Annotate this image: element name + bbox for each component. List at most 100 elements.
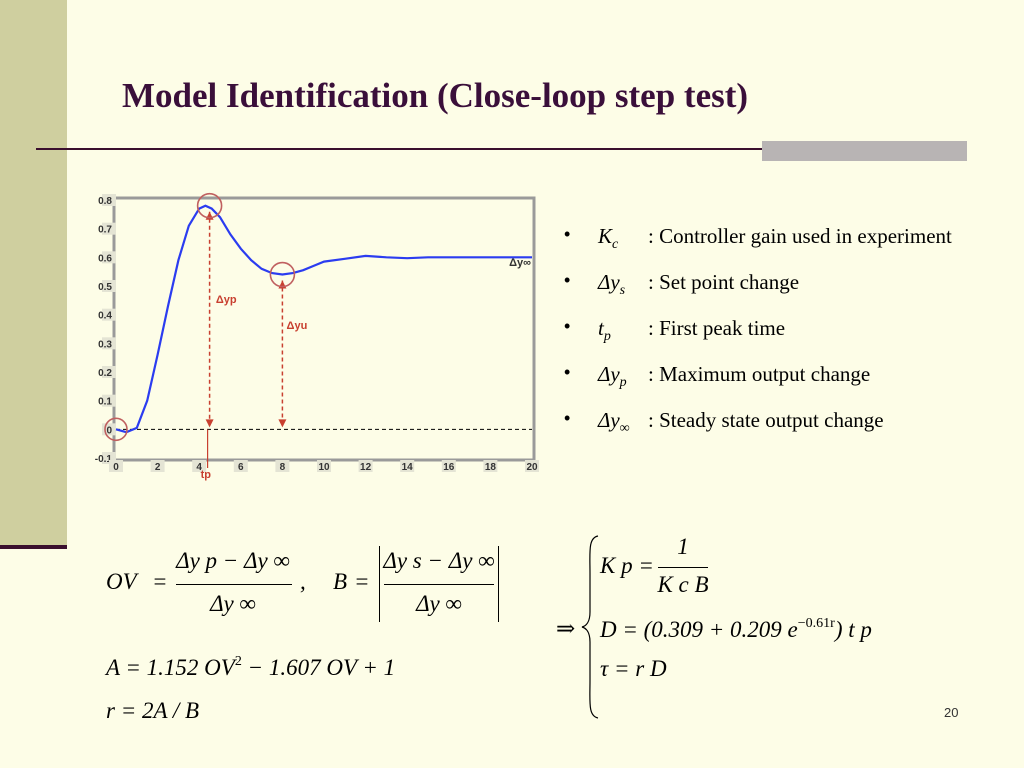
x-tick-box bbox=[233, 460, 248, 472]
x-tick-label: 4 bbox=[196, 462, 202, 473]
y-tick: 0.5 bbox=[98, 280, 116, 293]
comma: , bbox=[300, 569, 306, 594]
symbol: Δy bbox=[598, 270, 620, 294]
x-tick-label: 12 bbox=[360, 462, 372, 473]
x-tick-box bbox=[400, 460, 415, 472]
left-brace bbox=[581, 535, 599, 719]
subscript: p bbox=[619, 375, 627, 390]
x-tick: 2 bbox=[150, 460, 165, 473]
b-lhs: B bbox=[333, 569, 348, 594]
y-tick-label: 0.5 bbox=[98, 282, 112, 293]
b-equals: = bbox=[354, 569, 370, 594]
x-tick: 4 bbox=[192, 460, 207, 473]
x-tick-box bbox=[275, 460, 290, 472]
x-tick-box bbox=[525, 460, 539, 472]
symbol: Δy bbox=[598, 408, 620, 432]
tp-label: tp bbox=[201, 469, 212, 481]
kp-fraction-line bbox=[658, 567, 708, 568]
ov-lhs: OV bbox=[106, 569, 137, 594]
y-tick-label: 0.7 bbox=[98, 225, 112, 236]
x-tick-label: 14 bbox=[402, 462, 414, 473]
x-tick: 12 bbox=[358, 460, 373, 473]
side-band-underline bbox=[0, 545, 67, 549]
start-circle bbox=[104, 417, 128, 442]
definition-dys: Δys : Set point change bbox=[562, 270, 1022, 316]
a-equation-right: − 1.607 OV + 1 bbox=[241, 655, 396, 680]
subscript: c bbox=[612, 237, 619, 252]
y-tick-label: 0.3 bbox=[98, 339, 112, 350]
plot-frame bbox=[112, 196, 536, 462]
x-tick-box bbox=[317, 460, 331, 472]
x-tick: 10 bbox=[317, 460, 331, 473]
abs-bar-right bbox=[498, 546, 499, 622]
b-denominator: Δy ∞ bbox=[416, 591, 462, 616]
y-tick-label: 0.4 bbox=[98, 311, 112, 322]
title-accent-bar bbox=[762, 141, 967, 161]
symbol: t bbox=[598, 316, 604, 340]
tau-equation: τ = r D bbox=[600, 656, 667, 681]
y-tick: 0.4 bbox=[98, 308, 116, 322]
y-tick-label: -0.1 bbox=[95, 454, 113, 465]
subscript: s bbox=[619, 283, 626, 298]
x-tick-box bbox=[483, 460, 498, 472]
kp-denominator: K c B bbox=[657, 572, 709, 597]
abs-bar-left bbox=[379, 546, 380, 622]
ov-denominator: Δy ∞ bbox=[210, 591, 256, 616]
y-tick-box bbox=[102, 337, 116, 350]
x-tick: 6 bbox=[233, 460, 248, 473]
y-tick-label: 0.1 bbox=[98, 397, 112, 408]
a-equation-exponent: 2 bbox=[234, 654, 242, 669]
x-tick-labels: 0 2 4 6 8 10 12 14 16 18 20 bbox=[109, 460, 539, 473]
response-curve bbox=[115, 204, 532, 434]
x-tick: 14 bbox=[400, 460, 415, 473]
kp-lhs: K p = bbox=[600, 553, 654, 578]
d-equation: D = (0.309 + 0.209 e−0.61r) t p bbox=[600, 616, 872, 643]
x-tick: 0 bbox=[109, 460, 123, 473]
y-tick-box bbox=[102, 251, 116, 264]
x-tick-label: 2 bbox=[155, 462, 161, 473]
y-tick-box bbox=[102, 222, 116, 235]
x-tick-label: 18 bbox=[485, 462, 497, 473]
definition-kc: Kc: Controller gain used in experiment bbox=[562, 224, 1022, 270]
y-tick-labels: -0.1 0 0.1 0.2 0.3 0.4 0.5 0.6 0.7 0.8 bbox=[95, 194, 116, 465]
definition-text: : Maximum output change bbox=[648, 362, 871, 386]
y-tick: 0.8 bbox=[98, 194, 116, 207]
y-tick-label: 0.2 bbox=[98, 368, 112, 379]
page-number: 20 bbox=[944, 705, 959, 720]
delta-yu-label: Δyu bbox=[287, 320, 308, 332]
y-tick-box bbox=[102, 280, 116, 292]
x-tick-label: 8 bbox=[280, 462, 286, 473]
definition-text: : Controller gain used in experiment bbox=[648, 224, 952, 248]
x-tick-label: 20 bbox=[526, 462, 538, 473]
y-tick: 0.7 bbox=[98, 222, 116, 236]
x-tick-label: 16 bbox=[443, 462, 455, 473]
definition-dyinf: Δy∞: Steady state output change bbox=[562, 408, 1022, 454]
y-tick-box bbox=[102, 308, 116, 321]
delta-yp-label: Δyp bbox=[216, 294, 237, 306]
definition-text: : Set point change bbox=[648, 270, 800, 294]
implies-arrow: ⇒ bbox=[556, 616, 576, 641]
y-tick: 0.3 bbox=[98, 337, 116, 350]
d-equation-exponent: −0.61r bbox=[797, 616, 835, 631]
x-tick-label: 6 bbox=[238, 462, 244, 473]
y-tick-box bbox=[102, 366, 116, 378]
ov-equals: = bbox=[152, 569, 168, 594]
step-response-chart: -0.10 0.1 0.2 0.3 0.4 0.5 0.6 0.7 0.8 0 2 4 6 8 10 12 1… bbox=[95, 192, 539, 481]
x-tick-box bbox=[109, 460, 123, 472]
x-tick-box bbox=[150, 460, 165, 472]
slide-title: Model Identification (Close-loop step te… bbox=[122, 76, 749, 115]
peak-circle bbox=[196, 192, 223, 219]
delta-yu-arrowhead-bottom bbox=[278, 419, 287, 428]
x-tick: 18 bbox=[483, 460, 498, 473]
y-tick-label: 0.8 bbox=[98, 196, 112, 207]
x-tick: 16 bbox=[441, 460, 456, 473]
definition-dyp: Δyp: Maximum output change bbox=[562, 362, 1022, 408]
subscript: p bbox=[603, 329, 611, 344]
delta-yp-arrowhead-bottom bbox=[205, 419, 214, 428]
y-tick-box bbox=[102, 394, 116, 407]
y-tick: 0.6 bbox=[98, 251, 116, 264]
y-tick: 0.1 bbox=[98, 394, 116, 408]
x-tick-box bbox=[192, 460, 207, 472]
ov-fraction-line bbox=[176, 584, 292, 585]
x-tick: 20 bbox=[525, 460, 539, 473]
